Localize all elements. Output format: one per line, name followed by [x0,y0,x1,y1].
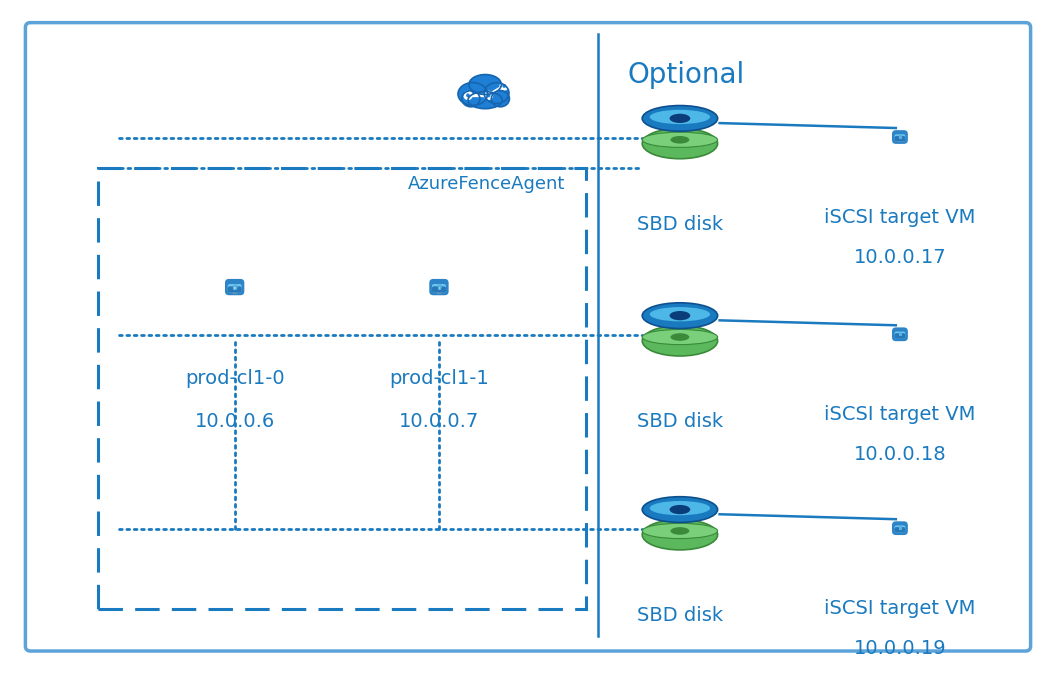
FancyBboxPatch shape [430,279,449,295]
FancyBboxPatch shape [894,332,905,338]
Text: 10.0.0.17: 10.0.0.17 [853,248,946,267]
Circle shape [501,83,508,89]
Polygon shape [899,334,901,335]
Ellipse shape [468,91,503,109]
Polygon shape [233,286,235,289]
Text: SBD disk: SBD disk [637,606,723,625]
FancyBboxPatch shape [894,134,905,141]
Polygon shape [437,286,440,289]
Polygon shape [233,285,237,286]
FancyBboxPatch shape [892,521,908,535]
Text: Optional: Optional [627,61,744,89]
Ellipse shape [232,292,238,294]
Ellipse shape [485,83,509,104]
FancyBboxPatch shape [228,284,242,292]
FancyBboxPatch shape [894,525,905,533]
Ellipse shape [670,311,691,320]
Polygon shape [437,285,441,286]
Ellipse shape [671,333,690,341]
Ellipse shape [436,292,441,294]
Text: 10.0.0.19: 10.0.0.19 [853,639,946,659]
Polygon shape [899,527,901,529]
Ellipse shape [642,523,718,538]
Circle shape [465,92,471,99]
FancyBboxPatch shape [228,286,242,292]
Circle shape [485,92,492,99]
Ellipse shape [642,106,718,131]
Text: SBD disk: SBD disk [637,215,723,234]
Ellipse shape [649,307,710,322]
Text: 10.0.0.18: 10.0.0.18 [853,445,946,464]
Text: AzureFenceAgent: AzureFenceAgent [408,175,565,193]
FancyBboxPatch shape [894,136,905,141]
Ellipse shape [642,129,718,158]
Ellipse shape [642,132,718,148]
Text: iSCSI target VM: iSCSI target VM [825,208,976,227]
Polygon shape [899,136,901,138]
FancyBboxPatch shape [438,289,439,293]
Text: 10.0.0.6: 10.0.0.6 [194,412,275,431]
FancyBboxPatch shape [25,22,1031,651]
Text: 10.0.0.7: 10.0.0.7 [399,412,479,431]
Ellipse shape [461,91,479,107]
Text: SBD disk: SBD disk [637,412,723,431]
FancyBboxPatch shape [234,289,235,293]
FancyBboxPatch shape [432,284,446,292]
Ellipse shape [898,532,902,533]
Ellipse shape [642,519,718,550]
Ellipse shape [671,527,690,535]
FancyBboxPatch shape [894,333,905,338]
Text: prod-cl1-0: prod-cl1-0 [185,368,284,388]
Ellipse shape [670,505,691,515]
Ellipse shape [491,91,509,107]
Text: iSCSI target VM: iSCSI target VM [825,406,976,424]
Ellipse shape [642,497,718,523]
Ellipse shape [642,326,718,356]
Text: iSCSI target VM: iSCSI target VM [825,599,976,618]
Ellipse shape [671,136,690,144]
Ellipse shape [469,74,502,95]
FancyBboxPatch shape [432,286,446,292]
Ellipse shape [649,501,710,515]
FancyBboxPatch shape [894,527,905,533]
Ellipse shape [670,114,691,123]
Ellipse shape [458,83,488,106]
Ellipse shape [642,303,718,328]
Ellipse shape [642,330,718,345]
Ellipse shape [649,110,710,124]
FancyBboxPatch shape [225,279,244,295]
Text: prod-cl1-1: prod-cl1-1 [389,368,489,388]
FancyBboxPatch shape [892,130,908,144]
Ellipse shape [898,338,902,339]
FancyBboxPatch shape [892,328,908,341]
